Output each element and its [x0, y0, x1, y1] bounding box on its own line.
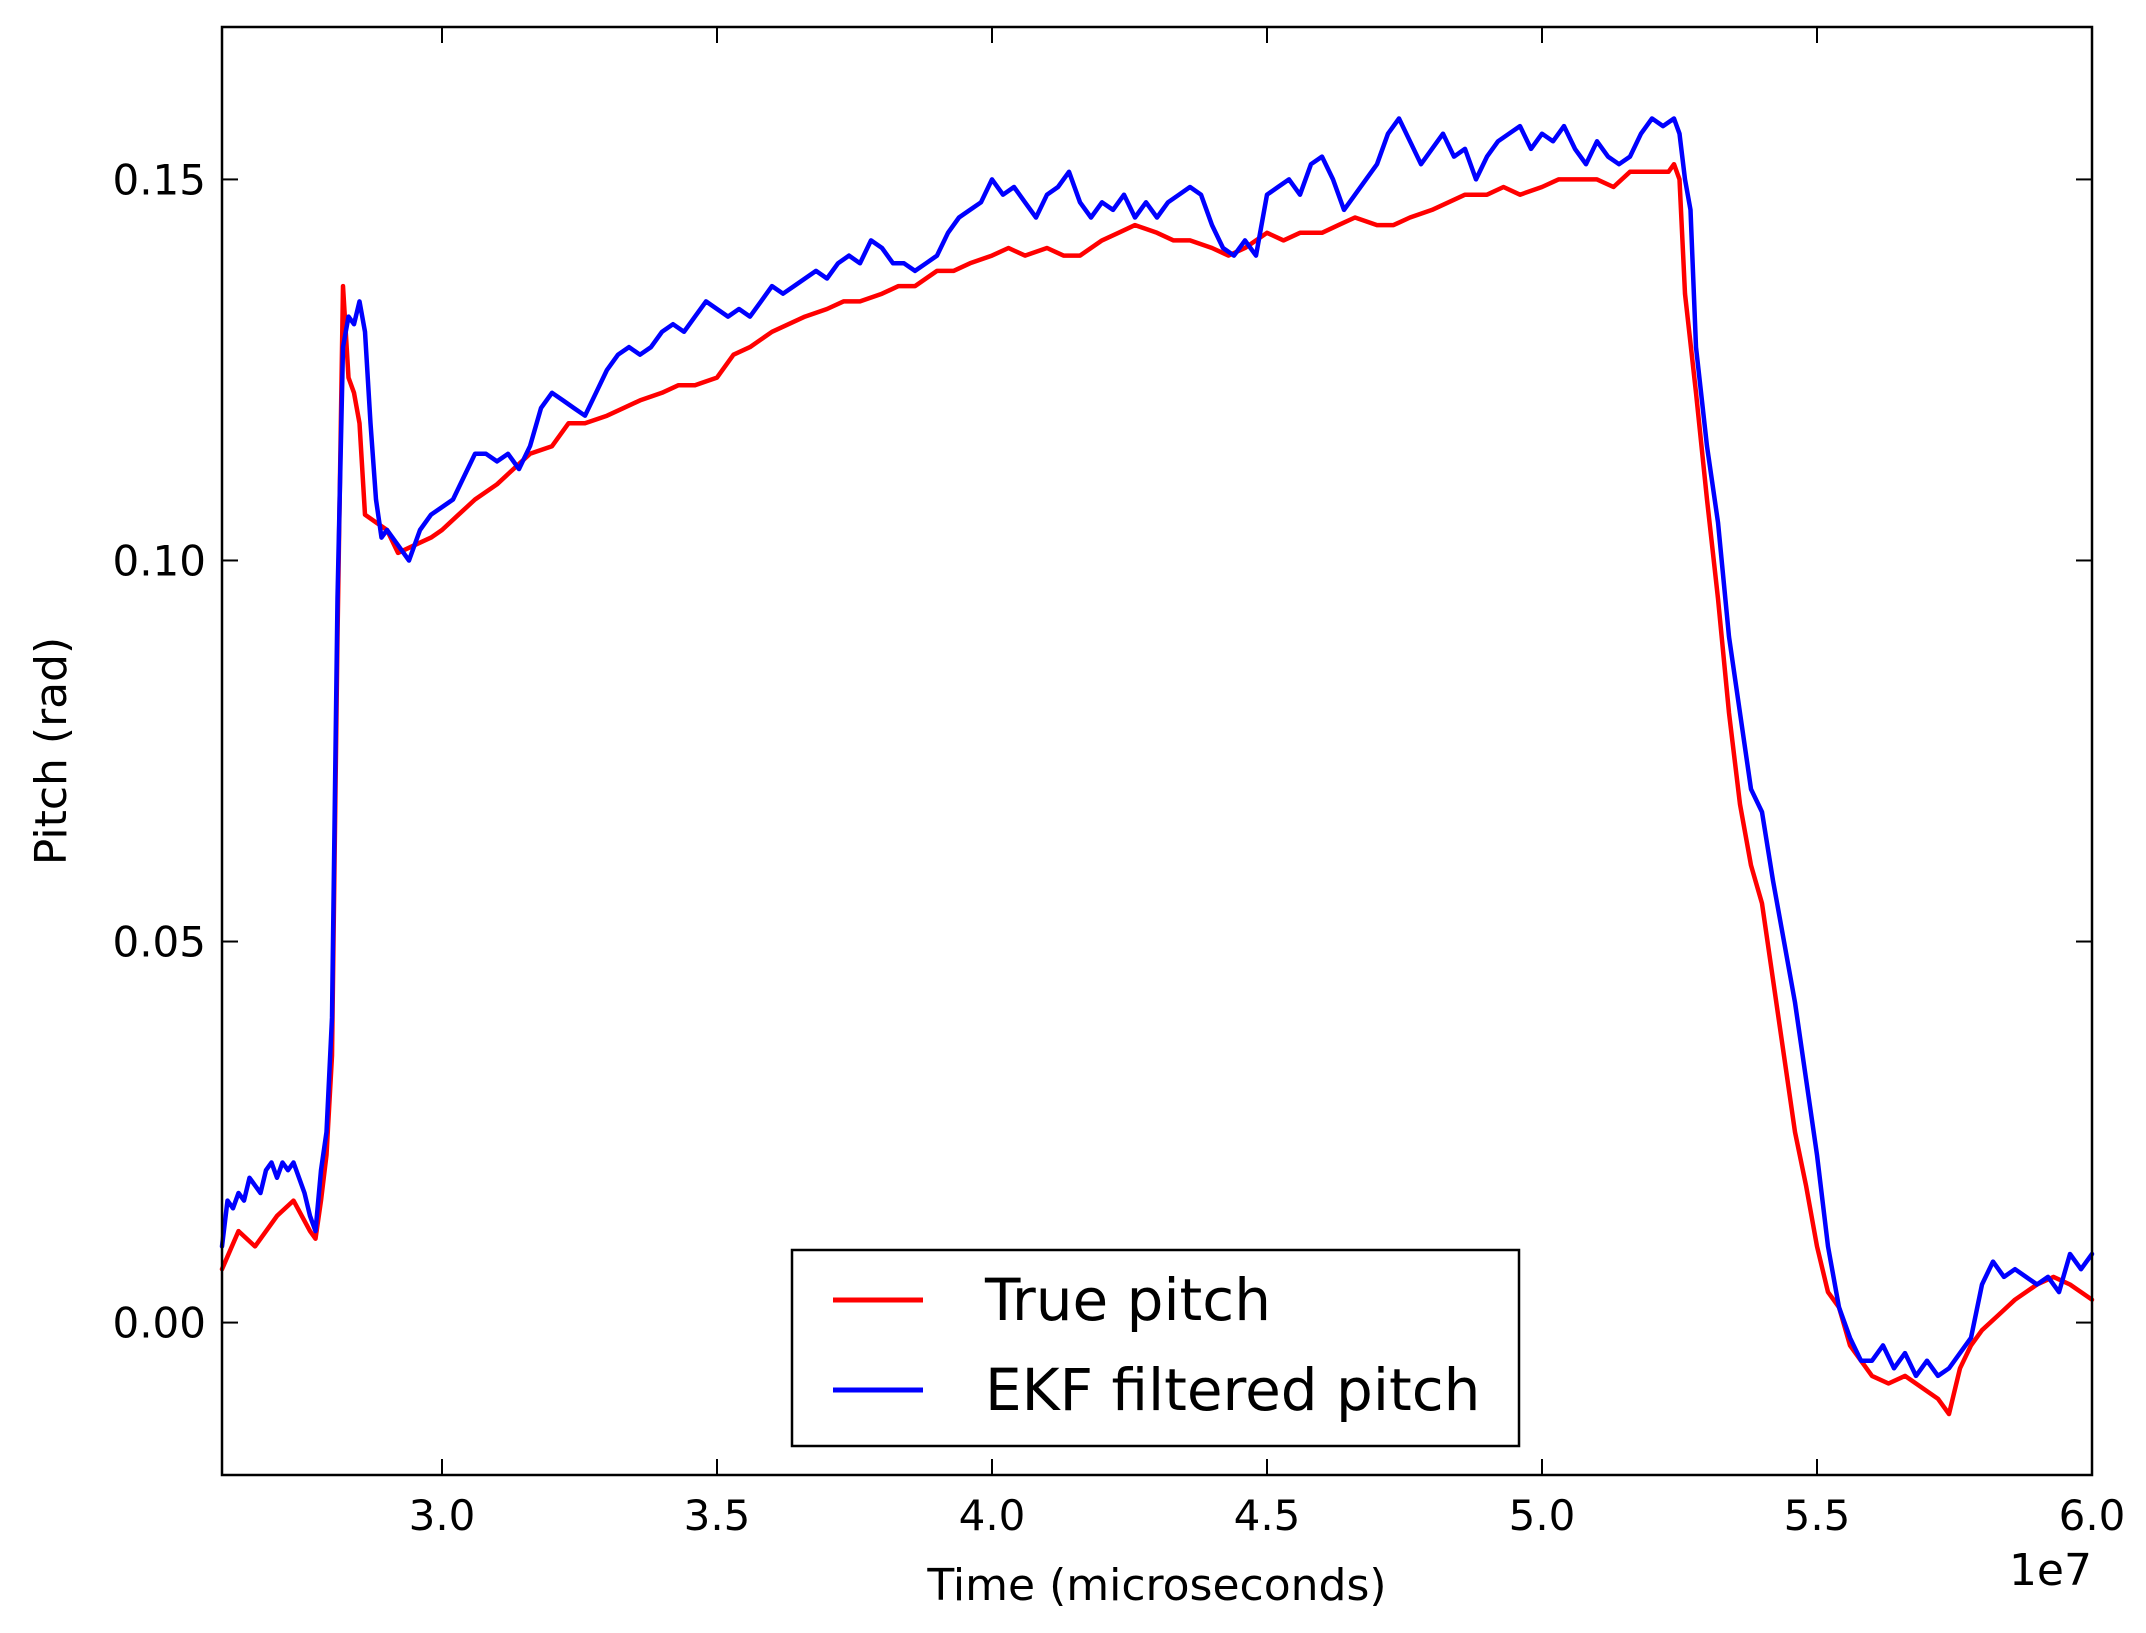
- x-tick-label: 4.5: [1234, 1491, 1301, 1540]
- y-tick-label: 0.15: [112, 155, 206, 204]
- plot-frame: [220, 25, 2094, 1477]
- x-axis-ticks: 3.0 3.5 4.0 4.5 5.0 5.5 6.0: [409, 27, 2126, 1540]
- legend: True pitch EKF filtered pitch: [790, 1248, 1521, 1448]
- y-tick-label: 0.05: [112, 918, 206, 967]
- x-tick-label: 5.0: [1509, 1491, 1576, 1540]
- x-axis-offset-label: 1e7: [2009, 1545, 2092, 1596]
- series-line-true-pitch: [219, 161, 2095, 1417]
- x-tick-label: 4.0: [959, 1491, 1026, 1540]
- y-tick-label: 0.10: [112, 536, 206, 585]
- y-axis-ticks: 0.00 0.05 0.10 0.15: [112, 155, 2092, 1348]
- y-tick-label: 0.00: [112, 1299, 206, 1348]
- series-layer: [219, 116, 2095, 1417]
- x-tick-label: 6.0: [2059, 1491, 2126, 1540]
- x-tick-label: 3.0: [409, 1491, 476, 1540]
- legend-label-true-pitch: True pitch: [984, 1266, 1271, 1334]
- y-axis-label: Pitch (rad): [26, 637, 77, 865]
- legend-label-ekf-filtered-pitch: EKF filtered pitch: [985, 1356, 1480, 1424]
- x-axis-label: Time (microseconds): [926, 1560, 1386, 1611]
- legend-box: [790, 1248, 1521, 1448]
- x-tick-label: 5.5: [1784, 1491, 1851, 1540]
- x-tick-label: 3.5: [684, 1491, 751, 1540]
- series-line-ekf-filtered-pitch: [219, 116, 2095, 1379]
